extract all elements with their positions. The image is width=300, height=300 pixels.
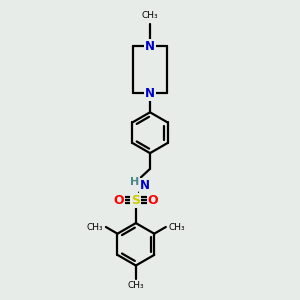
Text: O: O <box>113 194 124 207</box>
Text: N: N <box>145 87 155 100</box>
Text: N: N <box>140 179 149 192</box>
Text: H: H <box>130 177 139 187</box>
Text: O: O <box>148 194 158 207</box>
Text: CH₃: CH₃ <box>128 281 144 290</box>
Text: CH₃: CH₃ <box>87 223 104 232</box>
Text: S: S <box>131 194 140 207</box>
Text: CH₃: CH₃ <box>168 223 185 232</box>
Text: N: N <box>145 40 155 53</box>
Text: CH₃: CH₃ <box>142 11 158 20</box>
